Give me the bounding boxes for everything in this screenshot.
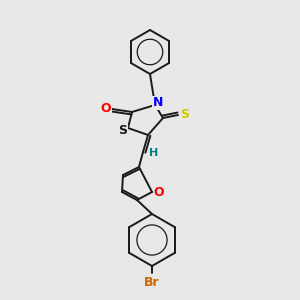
- Text: O: O: [101, 101, 111, 115]
- Text: S: S: [181, 109, 190, 122]
- Text: H: H: [149, 148, 159, 158]
- Text: Br: Br: [144, 277, 160, 290]
- Text: O: O: [154, 185, 164, 199]
- Text: S: S: [118, 124, 127, 136]
- Text: N: N: [153, 97, 163, 110]
